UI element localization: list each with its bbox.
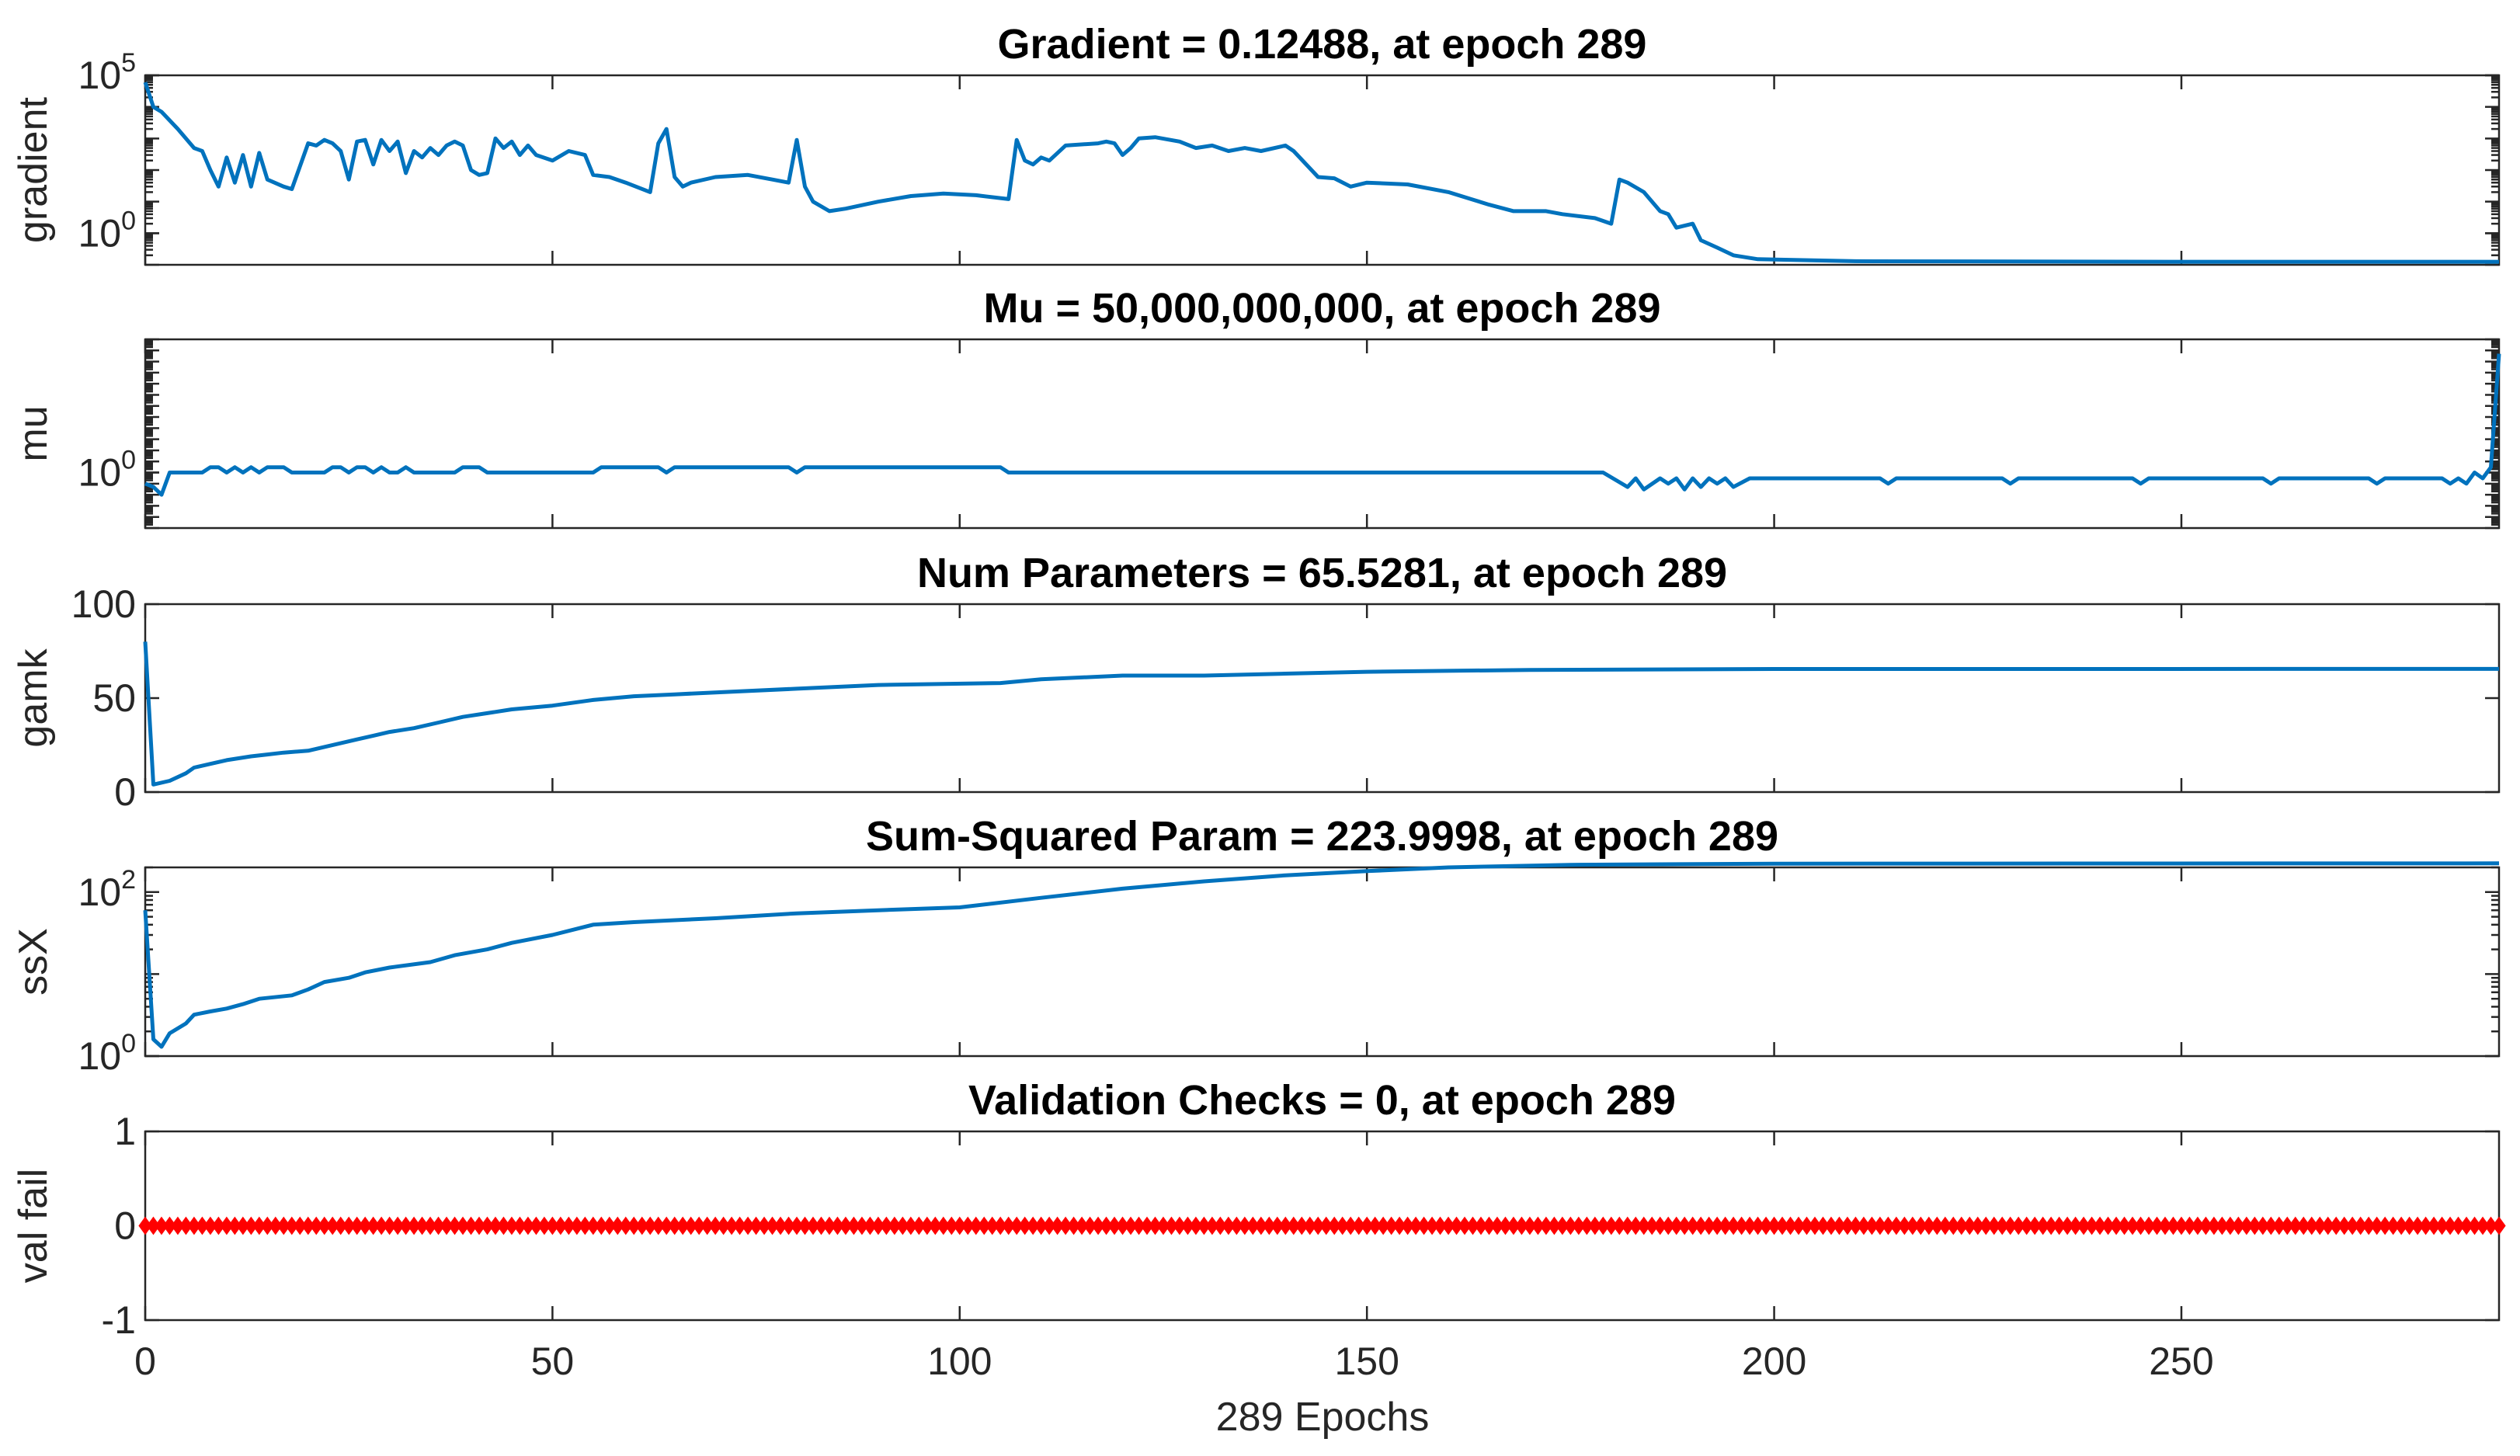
x-tick-label: 150	[1334, 1340, 1399, 1383]
panel-title: Validation Checks = 0, at epoch 289	[968, 1077, 1676, 1124]
x-tick-label: 0	[134, 1340, 156, 1383]
sum-squared-param-panel: Sum-Squared Param = 223.9998, at epoch 2…	[11, 813, 2501, 1078]
series-line	[143, 82, 2499, 264]
y-tick-label: 100	[78, 1029, 136, 1078]
y-tick-label: 100	[71, 582, 136, 626]
y-tick-label: 105	[78, 48, 136, 97]
y-tick-label: 50	[92, 676, 136, 720]
y-tick-label: 0	[114, 770, 136, 814]
x-tick-label: 100	[927, 1340, 992, 1383]
axes-frame	[144, 74, 2501, 266]
y-tick-base: 10	[78, 451, 121, 495]
x-tick-label: 50	[531, 1340, 575, 1383]
y-tick-base: 10	[78, 870, 121, 914]
y-axis-label: ssX	[11, 928, 56, 996]
x-tick-label: 250	[2149, 1340, 2213, 1383]
y-axis-label: gamk	[11, 648, 56, 747]
gradient-panel: Gradient = 0.12488, at epoch 289 gradient…	[11, 21, 2501, 266]
y-axis-label: gradient	[11, 96, 56, 242]
y-tick-label: -1	[102, 1298, 136, 1342]
y-tick-exponent: 0	[121, 206, 136, 235]
y-tick-label: 1	[114, 1110, 136, 1153]
y-tick-base: 10	[78, 1034, 121, 1078]
y-tick-exponent: 0	[121, 446, 136, 475]
y-tick-base: 10	[78, 211, 121, 255]
series-line	[144, 353, 2501, 497]
axes-frame	[144, 338, 2501, 530]
mu-panel: Mu = 50,000,000,000, at epoch 289 mu 100	[11, 285, 2501, 530]
panel-title: Sum-Squared Param = 223.9998, at epoch 2…	[866, 813, 1778, 860]
y-tick-exponent: 5	[121, 48, 136, 78]
y-tick-exponent: 0	[121, 1029, 136, 1058]
y-tick-label: 102	[78, 865, 136, 914]
validation-checks-panel: Validation Checks = 0, at epoch 289 val f…	[11, 1077, 2506, 1342]
y-tick-label: 100	[78, 206, 136, 255]
data-point-marker	[2492, 1216, 2506, 1235]
y-tick-label: 0	[114, 1204, 136, 1248]
panel-title: Gradient = 0.12488, at epoch 289	[998, 21, 1647, 68]
y-tick-base: 10	[78, 54, 121, 97]
num-parameters-panel: Num Parameters = 65.5281, at epoch 289 ga…	[11, 550, 2501, 814]
series-line	[143, 641, 2500, 787]
series-line	[143, 861, 2500, 1049]
shared-x-axis: 0 50 100 150 200 250	[134, 1340, 2214, 1383]
x-axis-label: 289 Epochs	[1216, 1395, 1430, 1440]
y-axis-label: val fail	[11, 1169, 56, 1283]
y-tick-label: 100	[78, 446, 136, 495]
panel-title: Num Parameters = 65.5281, at epoch 289	[917, 550, 1727, 596]
axes-frame	[144, 603, 2501, 794]
axes-frame	[144, 866, 2501, 1058]
panel-title: Mu = 50,000,000,000, at epoch 289	[983, 285, 1660, 332]
y-axis-label: mu	[11, 405, 56, 461]
x-tick-label: 200	[1742, 1340, 1806, 1383]
y-tick-exponent: 2	[121, 865, 136, 895]
